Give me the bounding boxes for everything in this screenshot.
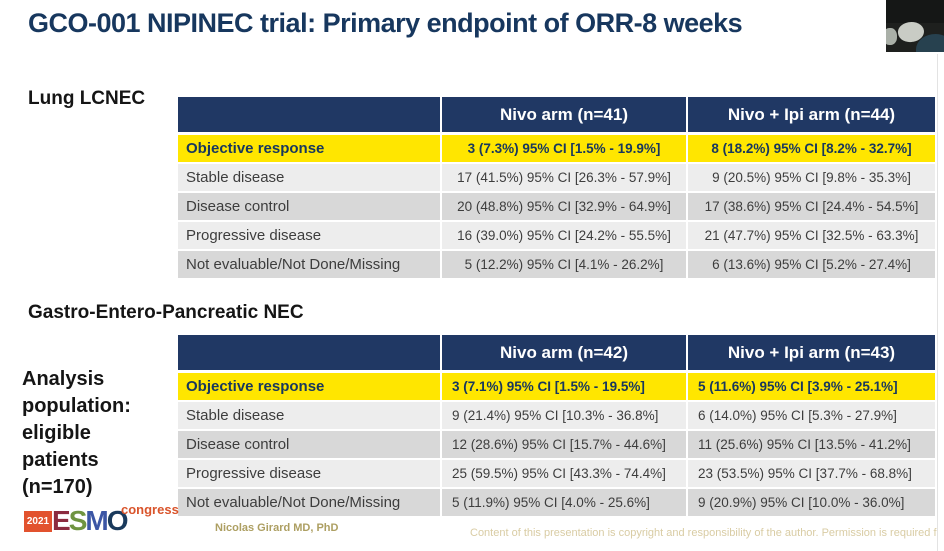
cell-nivo-ipi-value: 5 (11.6%) 95% CI [3.9% - 25.1%] (686, 373, 935, 400)
row-label: Progressive disease (186, 227, 322, 244)
logo-letter-m: M (85, 505, 108, 536)
logo-letter-s: S (68, 505, 88, 536)
esmo-congress-logo: 2021 ESMO congress (24, 502, 179, 544)
logo-esmo-wordmark: ESMO (52, 502, 129, 540)
header-cell-nivo-ipi-arm: Nivo + Ipi arm (n=44) (686, 97, 935, 132)
header-cell-nivo-arm: Nivo arm (n=41) (440, 97, 686, 132)
section-label-lung-lcnec: Lung LCNEC (28, 88, 146, 109)
cell-nivo-ipi-value: 9 (20.5%) 95% CI [9.8% - 35.3%] (686, 164, 935, 191)
header-cell-nivo-ipi-arm: Nivo + Ipi arm (n=43) (686, 335, 935, 370)
cell-nivo-value: 9 (21.4%) 95% CI [10.3% - 36.8%] (440, 402, 686, 429)
cell-nivo-ipi-value: 17 (38.6%) 95% CI [24.4% - 54.5%] (686, 193, 935, 220)
cell-nivo-value: 5 (12.2%) 95% CI [4.1% - 26.2%] (440, 251, 686, 278)
analysis-population-note: Analysis population: eligible patients (… (22, 366, 131, 501)
header-cell-nivo-arm: Nivo arm (n=42) (440, 335, 686, 370)
cell-nivo-ipi-value: 6 (13.6%) 95% CI [5.2% - 27.4%] (686, 251, 935, 278)
cell-nivo-ipi-value: 23 (53.5%) 95% CI [37.7% - 68.8%] (686, 460, 935, 487)
cell-nivo-value: 17 (41.5%) 95% CI [26.3% - 57.9%] (440, 164, 686, 191)
results-table-lung-lcnec: Nivo arm (n=41) Nivo + Ipi arm (n=44) Ob… (178, 97, 935, 280)
cell-nivo-ipi-value: 11 (25.6%) 95% CI [13.5% - 41.2%] (686, 431, 935, 458)
logo-letter-e: E (52, 505, 71, 536)
table-header-row: Nivo arm (n=42) Nivo + Ipi arm (n=43) (178, 335, 935, 370)
cell-nivo-value: 3 (7.3%) 95% CI [1.5% - 19.9%] (440, 135, 686, 162)
row-label: Not evaluable/Not Done/Missing (186, 256, 401, 273)
right-edge-divider (937, 54, 938, 551)
table-row-progressive-disease: Progressive disease 16 (39.0%) 95% CI [2… (178, 222, 935, 249)
logo-letter-o: O (106, 505, 129, 536)
webcam-speaker-shoulder (916, 34, 944, 52)
logo-year-badge: 2021 (24, 511, 52, 532)
row-label: Disease control (186, 436, 290, 453)
table-header-row: Nivo arm (n=41) Nivo + Ipi arm (n=44) (178, 97, 935, 132)
cell-nivo-value: 12 (28.6%) 95% CI [15.7% - 44.6%] (440, 431, 686, 458)
header-cell-empty (178, 97, 440, 132)
analysis-note-line: patients (22, 449, 99, 471)
table-row-not-evaluable: Not evaluable/Not Done/Missing 5 (11.9%)… (178, 489, 935, 516)
analysis-note-line: eligible (22, 422, 91, 444)
webcam-pillow-shape-small (886, 28, 897, 45)
analysis-note-line: Analysis (22, 368, 105, 390)
table-row-disease-control: Disease control 20 (48.8%) 95% CI [32.9%… (178, 193, 935, 220)
table-row-stable-disease: Stable disease 9 (21.4%) 95% CI [10.3% -… (178, 402, 935, 429)
page-title: GCO-001 NIPINEC trial: Primary endpoint … (28, 8, 743, 38)
cell-nivo-value: 3 (7.1%) 95% CI [1.5% - 19.5%] (440, 373, 686, 400)
table-row-progressive-disease: Progressive disease 25 (59.5%) 95% CI [4… (178, 460, 935, 487)
footer-author: Nicolas Girard MD, PhD (215, 522, 339, 534)
row-label: Not evaluable/Not Done/Missing (186, 494, 401, 511)
row-label: Progressive disease (186, 465, 322, 482)
table-row-not-evaluable: Not evaluable/Not Done/Missing 5 (12.2%)… (178, 251, 935, 278)
analysis-note-line: population: (22, 395, 131, 417)
cell-nivo-ipi-value: 21 (47.7%) 95% CI [32.5% - 63.3%] (686, 222, 935, 249)
row-label: Stable disease (186, 407, 285, 424)
logo-congress-label: congress (121, 502, 179, 517)
row-label: Objective response (186, 140, 325, 157)
row-label: Objective response (186, 378, 325, 395)
header-cell-empty (178, 335, 440, 370)
webcam-background (886, 0, 944, 24)
table-row-disease-control: Disease control 12 (28.6%) 95% CI [15.7%… (178, 431, 935, 458)
cell-nivo-value: 25 (59.5%) 95% CI [43.3% - 74.4%] (440, 460, 686, 487)
table-row-stable-disease: Stable disease 17 (41.5%) 95% CI [26.3% … (178, 164, 935, 191)
footer-copyright-notice: Content of this presentation is copyrigh… (470, 527, 937, 539)
cell-nivo-value: 20 (48.8%) 95% CI [32.9% - 64.9%] (440, 193, 686, 220)
results-table-gep-nec: Nivo arm (n=42) Nivo + Ipi arm (n=43) Ob… (178, 335, 935, 518)
table-row-objective-response: Objective response 3 (7.3%) 95% CI [1.5%… (178, 135, 935, 162)
row-label: Disease control (186, 198, 290, 215)
cell-nivo-value: 5 (11.9%) 95% CI [4.0% - 25.6%] (440, 489, 686, 516)
section-label-gep-nec: Gastro-Entero-Pancreatic NEC (28, 302, 304, 323)
cell-nivo-ipi-value: 6 (14.0%) 95% CI [5.3% - 27.9%] (686, 402, 935, 429)
speaker-video-thumbnail[interactable] (886, 0, 944, 52)
cell-nivo-ipi-value: 8 (18.2%) 95% CI [8.2% - 32.7%] (686, 135, 935, 162)
cell-nivo-value: 16 (39.0%) 95% CI [24.2% - 55.5%] (440, 222, 686, 249)
table-row-objective-response: Objective response 3 (7.1%) 95% CI [1.5%… (178, 373, 935, 400)
row-label: Stable disease (186, 169, 285, 186)
cell-nivo-ipi-value: 9 (20.9%) 95% CI [10.0% - 36.0%] (686, 489, 935, 516)
analysis-note-line: (n=170) (22, 476, 93, 498)
